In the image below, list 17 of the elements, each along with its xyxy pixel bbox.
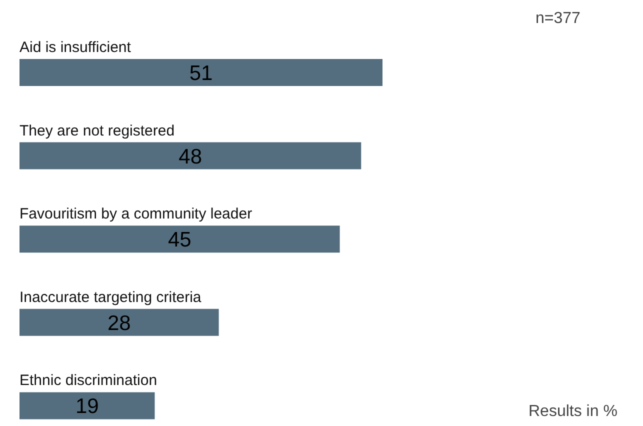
bar bbox=[20, 226, 340, 253]
data-label: 19 bbox=[75, 395, 99, 418]
bar bbox=[20, 142, 362, 170]
data-label: 51 bbox=[189, 62, 213, 85]
data-label: 48 bbox=[178, 145, 202, 168]
y-tick-label: Aid is insufficient bbox=[20, 39, 132, 56]
y-tick-label: They are not registered bbox=[20, 122, 175, 140]
data-label: 28 bbox=[107, 312, 131, 335]
data-label: 45 bbox=[168, 228, 192, 252]
bar bbox=[20, 59, 382, 86]
y-tick-label: Ethnic discrimination bbox=[20, 372, 158, 390]
y-tick-label: Inaccurate targeting criteria bbox=[20, 288, 202, 306]
text: n=377 bbox=[536, 10, 581, 27]
y-tick-label: Favouritism by a community leader bbox=[20, 206, 252, 223]
text: Results in % bbox=[528, 403, 618, 420]
bar bbox=[20, 308, 219, 336]
bar bbox=[20, 392, 155, 420]
